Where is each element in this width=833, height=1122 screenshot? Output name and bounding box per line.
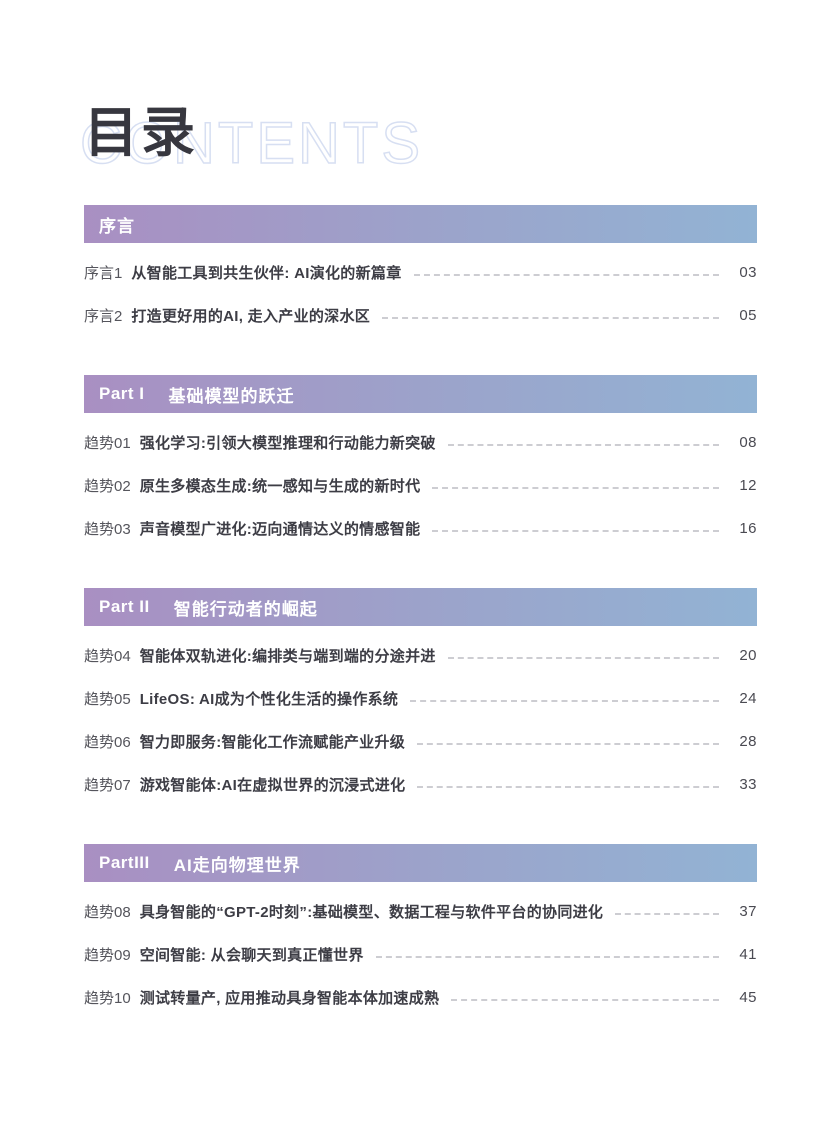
section-part-1: Part I 基础模型的跃迁 趋势01 强化学习:引领大模型推理和行动能力新突破…	[84, 375, 757, 550]
toc-entry[interactable]: 趋势07 游戏智能体:AI在虚拟世界的沉浸式进化 33	[84, 763, 757, 806]
page-number: 33	[739, 776, 757, 793]
dotted-leader	[417, 742, 719, 745]
entry-title: LifeOS: AI成为个性化生活的操作系统	[139, 691, 399, 708]
dotted-leader	[451, 998, 719, 1001]
table-of-contents: 序言 序言1 从智能工具到共生伙伴: AI演化的新篇章 03 序言2 打造更好用…	[84, 205, 757, 1057]
entry-prefix: 趋势01	[84, 435, 131, 452]
page-number: 05	[739, 307, 757, 324]
page-number: 03	[739, 264, 757, 281]
dotted-leader	[615, 912, 719, 915]
entry-title: 游戏智能体:AI在虚拟世界的沉浸式进化	[139, 777, 406, 794]
dotted-leader	[447, 656, 719, 659]
page-number: 20	[739, 647, 757, 664]
entry-title: 声音模型广进化:迈向通情达义的情感智能	[139, 521, 421, 538]
toc-entry[interactable]: 趋势08 具身智能的“GPT-2时刻”:基础模型、数据工程与软件平台的协同进化 …	[84, 890, 757, 933]
dotted-leader	[413, 273, 719, 276]
entry-list: 序言1 从智能工具到共生伙伴: AI演化的新篇章 03 序言2 打造更好用的AI…	[84, 251, 757, 337]
entry-prefix: 趋势06	[84, 734, 131, 751]
dotted-leader	[375, 955, 719, 958]
section-title: 智能行动者的崛起	[173, 599, 318, 619]
section-part-2: Part II 智能行动者的崛起 趋势04 智能体双轨进化:编排类与端到端的分途…	[84, 588, 757, 806]
page-number: 45	[739, 989, 757, 1006]
dotted-leader	[432, 529, 719, 532]
dotted-leader	[447, 443, 719, 446]
dotted-leader	[432, 486, 719, 489]
entry-title: 智力即服务:智能化工作流赋能产业升级	[139, 734, 406, 751]
page-number: 41	[739, 946, 757, 963]
toc-entry[interactable]: 序言1 从智能工具到共生伙伴: AI演化的新篇章 03	[84, 251, 757, 294]
entry-prefix: 趋势09	[84, 947, 131, 964]
entry-prefix: 趋势10	[84, 990, 131, 1007]
page-content: CONTENTS 目录 序言 序言1 从智能工具到共生伙伴: AI演化的新篇章 …	[79, 0, 757, 1122]
dotted-leader	[417, 785, 719, 788]
entry-prefix: 趋势07	[84, 777, 131, 794]
entry-prefix: 序言1	[84, 265, 123, 282]
section-title: AI走向物理世界	[173, 855, 301, 875]
section-part-label: Part I	[99, 384, 145, 403]
toc-entry[interactable]: 序言2 打造更好用的AI, 走入产业的深水区 05	[84, 294, 757, 337]
section-part-label: Part II	[99, 597, 150, 616]
entry-list: 趋势08 具身智能的“GPT-2时刻”:基础模型、数据工程与软件平台的协同进化 …	[84, 890, 757, 1019]
entry-title: 智能体双轨进化:编排类与端到端的分途并进	[139, 648, 436, 665]
section-title: 基础模型的跃迁	[168, 386, 295, 406]
entry-title: 强化学习:引领大模型推理和行动能力新突破	[139, 435, 436, 452]
entry-prefix: 序言2	[84, 308, 123, 325]
entry-prefix: 趋势02	[84, 478, 131, 495]
page-number: 24	[739, 690, 757, 707]
entry-list: 趋势01 强化学习:引领大模型推理和行动能力新突破 08 趋势02 原生多模态生…	[84, 421, 757, 550]
entry-title: 空间智能: 从会聊天到真正懂世界	[139, 947, 364, 964]
dotted-leader	[410, 699, 719, 702]
section-title: 序言	[99, 216, 135, 236]
section-part-3: PartIII AI走向物理世界 趋势08 具身智能的“GPT-2时刻”:基础模…	[84, 844, 757, 1019]
toc-entry[interactable]: 趋势09 空间智能: 从会聊天到真正懂世界 41	[84, 933, 757, 976]
entry-prefix: 趋势04	[84, 648, 131, 665]
toc-entry[interactable]: 趋势10 测试转量产, 应用推动具身智能本体加速成熟 45	[84, 976, 757, 1019]
toc-entry[interactable]: 趋势04 智能体双轨进化:编排类与端到端的分途并进 20	[84, 634, 757, 677]
toc-entry[interactable]: 趋势02 原生多模态生成:统一感知与生成的新时代 12	[84, 464, 757, 507]
entry-prefix: 趋势08	[84, 904, 131, 921]
page-number: 08	[739, 434, 757, 451]
page-number: 16	[739, 520, 757, 537]
entry-title: 测试转量产, 应用推动具身智能本体加速成熟	[139, 990, 440, 1007]
entry-title: 具身智能的“GPT-2时刻”:基础模型、数据工程与软件平台的协同进化	[139, 904, 604, 921]
section-preface: 序言 序言1 从智能工具到共生伙伴: AI演化的新篇章 03 序言2 打造更好用…	[84, 205, 757, 337]
toc-entry[interactable]: 趋势06 智力即服务:智能化工作流赋能产业升级 28	[84, 720, 757, 763]
toc-entry[interactable]: 趋势05 LifeOS: AI成为个性化生活的操作系统 24	[84, 677, 757, 720]
toc-entry[interactable]: 趋势03 声音模型广进化:迈向通情达义的情感智能 16	[84, 507, 757, 550]
page-number: 37	[739, 903, 757, 920]
page-title: 目录	[84, 103, 198, 163]
page-number: 28	[739, 733, 757, 750]
section-header-part-2: Part II 智能行动者的崛起	[84, 588, 757, 626]
page-subtitle-english: CONTENTS	[79, 110, 423, 177]
section-header-part-1: Part I 基础模型的跃迁	[84, 375, 757, 413]
section-part-label: PartIII	[99, 853, 150, 872]
entry-title: 原生多模态生成:统一感知与生成的新时代	[139, 478, 421, 495]
entry-prefix: 趋势05	[84, 691, 131, 708]
title-area: CONTENTS 目录	[79, 0, 757, 205]
entry-title: 从智能工具到共生伙伴: AI演化的新篇章	[131, 265, 402, 282]
page-number: 12	[739, 477, 757, 494]
section-header-preface: 序言	[84, 205, 757, 243]
dotted-leader	[382, 316, 719, 319]
toc-entry[interactable]: 趋势01 强化学习:引领大模型推理和行动能力新突破 08	[84, 421, 757, 464]
section-header-part-3: PartIII AI走向物理世界	[84, 844, 757, 882]
entry-list: 趋势04 智能体双轨进化:编排类与端到端的分途并进 20 趋势05 LifeOS…	[84, 634, 757, 806]
entry-title: 打造更好用的AI, 走入产业的深水区	[131, 308, 371, 325]
entry-prefix: 趋势03	[84, 521, 131, 538]
